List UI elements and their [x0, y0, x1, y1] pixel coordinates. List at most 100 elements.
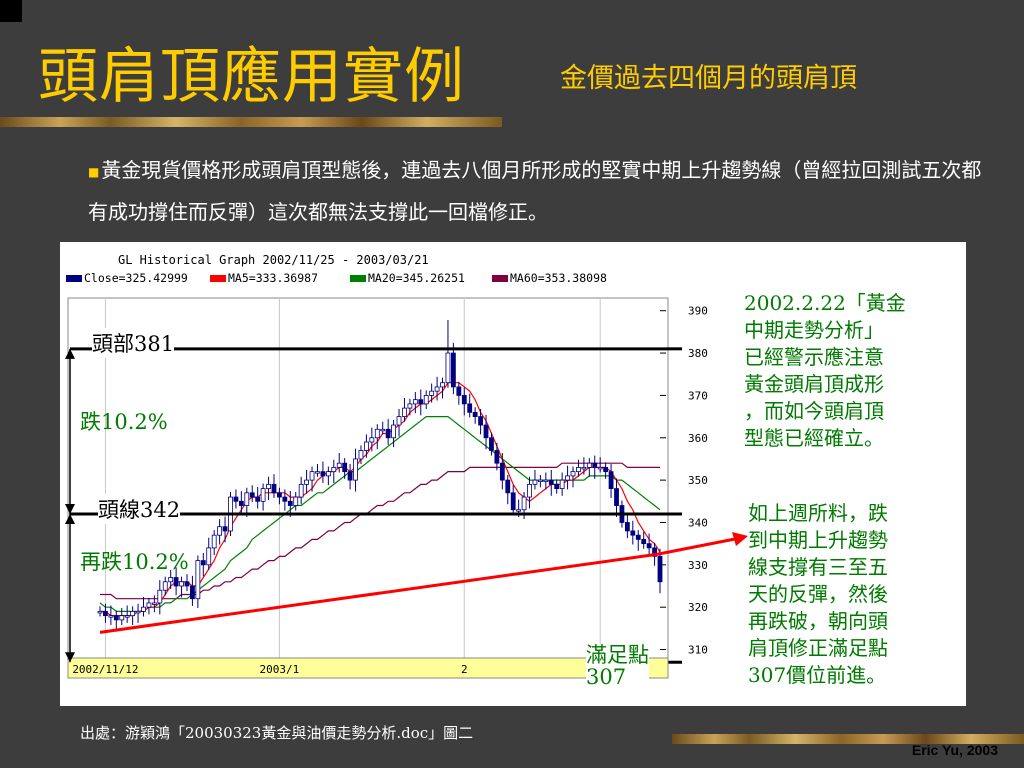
- bullet-square-icon: ■: [88, 164, 100, 179]
- candle-body: [151, 602, 157, 605]
- x-tick-label: 2: [461, 663, 468, 676]
- candle-body: [331, 467, 337, 473]
- annotation-neckline: 頭線342: [98, 494, 181, 524]
- candle-body: [456, 386, 462, 396]
- y-tick-label: 340: [688, 516, 708, 529]
- candle-body: [624, 522, 630, 532]
- note1-line: 2002.2.22「黃金: [744, 291, 906, 315]
- overlay: [65, 348, 748, 663]
- candle-body: [635, 534, 641, 540]
- candle-body: [418, 399, 424, 405]
- legend-swatch: [350, 275, 366, 282]
- y-tick-label: 380: [688, 347, 708, 360]
- grid: [104, 298, 601, 658]
- candle-body: [364, 441, 369, 451]
- candle-body: [472, 411, 478, 417]
- candle-body: [597, 467, 603, 470]
- legend-swatch: [492, 275, 508, 282]
- candle-body: [603, 467, 609, 473]
- legend-swatch: [210, 275, 226, 282]
- y-tick-label: 310: [688, 644, 708, 657]
- candle-body: [320, 471, 326, 477]
- candle-body: [287, 500, 293, 506]
- candle-body: [135, 611, 141, 614]
- y-axis: 310 320 330 340 350 360 370 380 390: [660, 305, 708, 657]
- candle-body: [489, 437, 494, 451]
- candle-body: [407, 403, 413, 409]
- candle-body: [179, 581, 184, 587]
- candle-body: [374, 428, 380, 439]
- candle-body: [211, 534, 217, 549]
- y-tick-label: 320: [688, 601, 708, 614]
- candle-body: [124, 615, 130, 618]
- slide-title: 頭肩頂應用實例: [38, 42, 465, 112]
- measure-arrowhead: [65, 514, 75, 524]
- candle-body: [537, 479, 543, 483]
- candle-body: [461, 395, 467, 405]
- measure-arrowhead: [65, 504, 75, 514]
- candle-body: [559, 479, 565, 489]
- author-credit: Eric Yu, 2003: [911, 742, 998, 758]
- candle-body: [298, 483, 304, 498]
- candle-body: [521, 496, 527, 511]
- x-tick-label: 2003/1: [260, 663, 300, 676]
- annotation-drop1: 跌10.2%: [80, 410, 168, 434]
- note1-line: ，而如今頭肩頂: [744, 399, 884, 423]
- candle-body: [271, 483, 277, 494]
- annotation-target: 滿足點 307: [586, 644, 649, 688]
- candle-body: [385, 428, 391, 439]
- note1-line: 已經警示應注意: [744, 345, 884, 369]
- note2-line: 再跌破，朝向頭: [748, 609, 888, 633]
- candle-body: [266, 483, 271, 489]
- x-axis-bar: [67, 657, 669, 679]
- measure-arrowhead: [65, 652, 75, 663]
- candle-body: [190, 585, 195, 600]
- candle-body: [565, 475, 570, 481]
- annotation-note1: 2002.2.22「黃金 中期走勢分析」 已經警示應注意 黃金頭肩頂成形 ，而如…: [744, 290, 906, 452]
- legend-swatch: [66, 275, 82, 282]
- candle-body: [570, 471, 576, 477]
- candle-body: [532, 479, 538, 485]
- candle-body: [423, 395, 429, 405]
- candle-body: [396, 416, 402, 426]
- candle-body: [630, 530, 636, 536]
- note2-line: 線支撐有三至五: [748, 555, 888, 579]
- candle-body: [543, 479, 549, 483]
- chart-image: GL Historical Graph 2002/11/25 - 2003/03…: [60, 242, 966, 706]
- candle-body: [162, 581, 168, 591]
- candle-body: [586, 462, 592, 468]
- candle-body: [402, 407, 407, 417]
- candle-body: [358, 450, 364, 460]
- candle-body: [581, 467, 587, 470]
- y-tick-label: 370: [688, 389, 708, 402]
- annotation-head: 頭部381: [92, 328, 175, 358]
- candle-body: [304, 479, 310, 485]
- legend-label: MA20=345.26251: [368, 271, 465, 285]
- bullet-paragraph: ■ 黃金現貨價格形成頭肩頂型態後，連過去八個月所形成的堅實中期上升趨勢線（曾經拉回…: [88, 150, 988, 232]
- candle-body: [652, 547, 657, 557]
- candle-body: [499, 462, 505, 481]
- candle-body: [277, 492, 282, 498]
- candle-body: [260, 488, 266, 502]
- note2-line: 天的反彈，然後: [748, 582, 888, 606]
- candle-body: [217, 526, 223, 536]
- candles: [97, 320, 663, 632]
- candle-body: [434, 386, 440, 392]
- candle-body: [467, 403, 473, 413]
- candle-body: [293, 496, 299, 506]
- target-value: 307: [586, 665, 627, 689]
- candle-body: [282, 496, 288, 502]
- slide-subtitle: 金價過去四個月的頭肩頂: [560, 63, 857, 94]
- candle-body: [173, 577, 179, 587]
- candle-body: [450, 352, 456, 388]
- decorative-band-bottom: [672, 734, 1024, 744]
- decorative-band-top: [0, 117, 502, 127]
- candle-body: [412, 399, 418, 405]
- candle-body: [315, 471, 320, 474]
- corner-mark: [0, 0, 22, 22]
- candle-body: [614, 488, 619, 506]
- candle-body: [445, 352, 451, 384]
- candle-body: [108, 615, 114, 618]
- candle-body: [440, 382, 445, 388]
- candle-body: [222, 526, 228, 532]
